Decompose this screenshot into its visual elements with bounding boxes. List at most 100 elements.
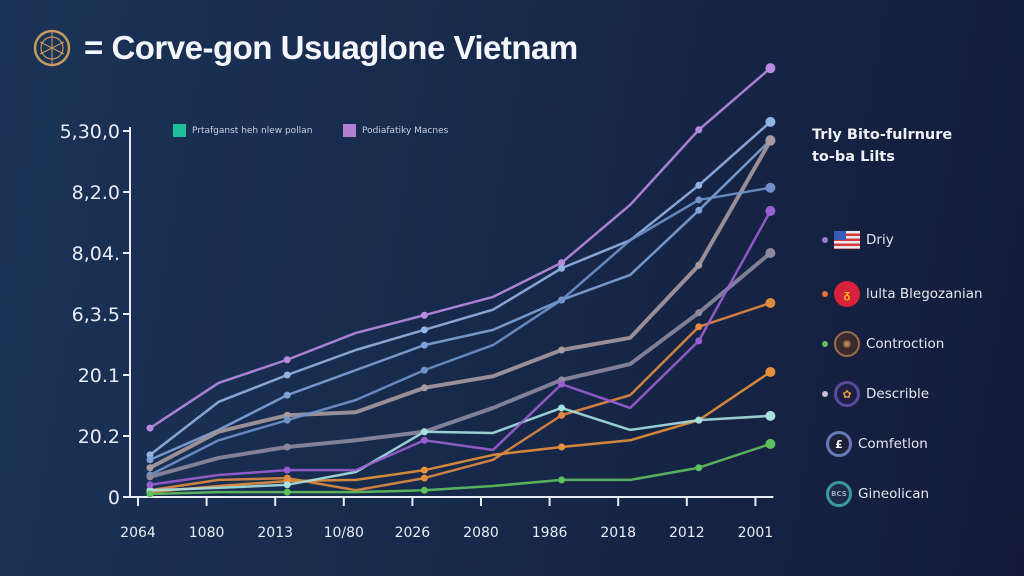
legend-label: Prtafganst heh nlew pollan xyxy=(192,125,313,136)
x-tick-label: 1080 xyxy=(189,525,225,541)
data-point xyxy=(695,261,703,269)
data-point xyxy=(283,466,291,474)
data-point xyxy=(283,416,291,424)
data-point xyxy=(558,259,566,267)
data-point xyxy=(283,443,291,451)
series-line xyxy=(149,120,772,456)
chart-title: = Corve-gon Usuaglone Vietnam xyxy=(84,29,578,66)
data-point xyxy=(765,438,776,449)
side-legend-title: Trly Bito-fulrnure to-ba Lilts xyxy=(812,124,1012,168)
side-legend-item-driy: Driy xyxy=(822,231,894,249)
series-dot xyxy=(822,391,828,397)
data-point xyxy=(420,474,428,482)
x-tick-label: 2012 xyxy=(669,525,705,541)
y-tick-label: 20.1 xyxy=(78,365,120,387)
data-point xyxy=(558,404,566,412)
y-tick-label: 20.2 xyxy=(78,426,120,448)
bronze-globe-icon: ✺ xyxy=(834,331,860,357)
series-line xyxy=(149,442,771,496)
legend-item-2: Podiafatiky Macnes xyxy=(343,124,448,137)
data-point xyxy=(695,323,703,331)
series-lines xyxy=(146,63,776,498)
data-point xyxy=(420,341,428,349)
legend-label: Podiafatiky Macnes xyxy=(362,125,449,136)
legend-item-1: Prtafganst heh nlew pollan xyxy=(173,124,312,137)
data-point xyxy=(283,391,291,399)
series-line xyxy=(149,139,773,470)
data-point xyxy=(420,366,428,374)
series-line xyxy=(149,370,772,494)
series-5 xyxy=(146,182,776,479)
data-point xyxy=(765,205,776,216)
x-tick-label: 2013 xyxy=(257,525,293,541)
x-tick-label: 2064 xyxy=(120,525,156,541)
data-point xyxy=(420,326,428,334)
side-legend-item-5: £ Comfetlon xyxy=(826,431,928,457)
data-point xyxy=(558,296,566,304)
data-point xyxy=(765,135,776,146)
side-legend-item-4: ✿ Describle xyxy=(822,381,929,407)
y-tick-label: 8,04. xyxy=(72,243,120,265)
data-point xyxy=(765,298,776,309)
side-legend-item-2: ᵹ lulta Blegozanian xyxy=(822,281,983,307)
data-point xyxy=(146,424,154,432)
axes: 0 20.2 20.1 6,3.5 8,04. 8,2.0 5,30,0 2064 1080 20… xyxy=(60,121,774,541)
data-point xyxy=(765,248,776,258)
side-legend-label: Controction xyxy=(866,336,945,352)
teal-coin-icon: BCS xyxy=(826,481,852,507)
data-point xyxy=(558,476,566,484)
y-tick-label: 5,30,0 xyxy=(60,121,120,143)
data-point xyxy=(146,481,154,489)
series-line xyxy=(149,67,772,430)
purple-coin-icon: ✿ xyxy=(834,381,860,407)
data-point xyxy=(695,206,703,214)
x-tick-label: 10/80 xyxy=(324,525,364,541)
red-emblem-icon: ᵹ xyxy=(834,281,860,307)
data-point xyxy=(765,366,776,377)
data-point xyxy=(146,473,154,481)
data-point xyxy=(420,428,428,436)
data-point xyxy=(558,346,566,354)
data-point xyxy=(146,456,154,464)
data-point xyxy=(695,416,703,424)
x-tick-label: 2018 xyxy=(600,525,636,541)
series-dot xyxy=(822,237,828,243)
data-point xyxy=(558,411,566,419)
data-point xyxy=(695,464,703,472)
data-point xyxy=(695,337,703,345)
data-point xyxy=(283,488,291,496)
y-tick-label: 0 xyxy=(108,487,120,509)
series-dot xyxy=(822,341,828,347)
data-point xyxy=(558,443,566,451)
series-line xyxy=(149,210,772,487)
side-legend-label: Describle xyxy=(866,386,930,402)
data-point xyxy=(146,490,154,498)
data-point xyxy=(765,410,776,421)
side-legend-label: Comfetlon xyxy=(858,436,928,452)
series-line xyxy=(149,139,772,461)
series-9 xyxy=(146,404,776,494)
y-tick-label: 6,3.5 xyxy=(72,304,120,326)
side-legend-label: Gineolican xyxy=(858,486,930,502)
data-point xyxy=(765,182,776,193)
legend-swatch xyxy=(343,124,356,137)
series-3 xyxy=(146,135,776,464)
series-1 xyxy=(146,63,776,432)
series-11 xyxy=(146,205,776,489)
data-point xyxy=(558,264,566,272)
series-10 xyxy=(146,438,776,498)
data-point xyxy=(765,116,776,127)
data-point xyxy=(420,486,428,494)
side-legend-item-6: BCS Gineolican xyxy=(826,481,929,507)
data-point xyxy=(283,356,291,364)
data-point xyxy=(695,309,703,317)
data-point xyxy=(420,466,428,474)
data-point xyxy=(146,464,154,472)
data-point xyxy=(283,411,291,419)
logo-icon xyxy=(33,29,71,67)
legend-swatch xyxy=(173,124,186,137)
data-point xyxy=(283,474,291,482)
series-line xyxy=(149,301,771,492)
data-point xyxy=(283,481,291,489)
